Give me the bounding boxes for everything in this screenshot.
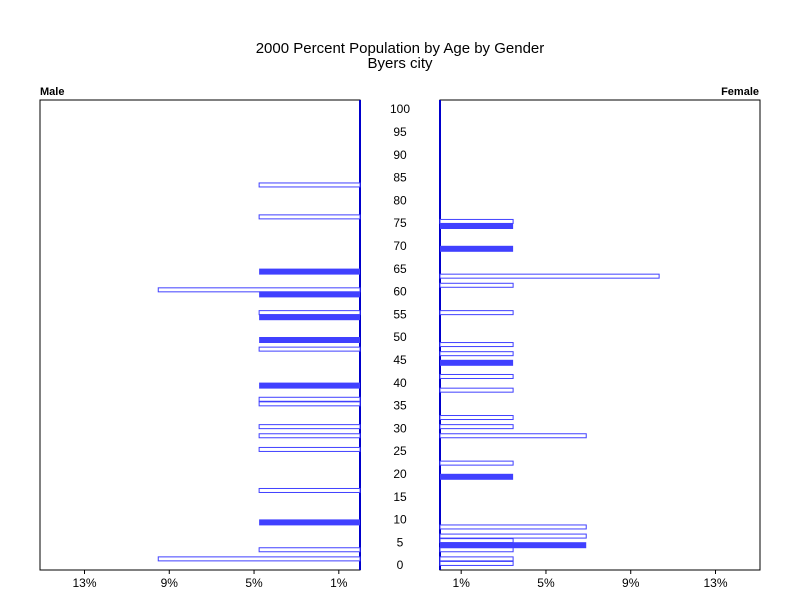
bar [259, 314, 360, 321]
x-tick-label: 1% [330, 576, 348, 590]
bar [258, 401, 361, 407]
age-tick-label: 45 [393, 353, 407, 367]
age-tick-label: 90 [393, 148, 407, 162]
x-tick-label: 13% [72, 576, 96, 590]
age-tick-label: 0 [397, 558, 404, 572]
bar [259, 268, 360, 275]
age-tick-label: 65 [393, 262, 407, 276]
bar [259, 291, 360, 298]
male-label: Male [40, 86, 64, 98]
bar [439, 533, 587, 539]
age-tick-label: 80 [393, 193, 407, 207]
x-tick-label: 9% [622, 576, 640, 590]
bar [259, 337, 360, 343]
bar [440, 542, 587, 549]
age-tick-label: 55 [393, 307, 407, 321]
bar [259, 519, 360, 526]
age-tick-label: 10 [393, 513, 407, 527]
bar [258, 346, 361, 352]
bar [439, 560, 514, 566]
bar [157, 556, 361, 562]
male-panel [39, 99, 361, 571]
bar [439, 342, 514, 348]
bar [258, 433, 361, 439]
bar [439, 415, 514, 421]
age-tick-label: 20 [393, 467, 407, 481]
age-tick-label: 15 [393, 490, 407, 504]
bar [439, 373, 514, 379]
bar [440, 473, 514, 480]
bar [258, 547, 361, 553]
x-tick-label: 5% [537, 576, 555, 590]
bar [439, 556, 514, 562]
bar [439, 460, 514, 466]
bar [439, 547, 514, 553]
chart-subtitle: Byers city [367, 55, 433, 72]
bar [258, 424, 361, 430]
x-tick-label: 5% [245, 576, 263, 590]
age-tick-label: 40 [393, 376, 407, 390]
bar [439, 424, 514, 430]
bar [439, 524, 587, 530]
bar [259, 382, 360, 389]
age-tick-label: 60 [393, 285, 407, 299]
age-tick-label: 85 [393, 171, 407, 185]
age-tick-label: 70 [393, 239, 407, 253]
bar [439, 433, 587, 439]
age-tick-label: 5 [397, 535, 404, 549]
bar [258, 310, 361, 316]
age-tick-label: 25 [393, 444, 407, 458]
bar [258, 182, 361, 188]
bar [439, 282, 514, 288]
bar [439, 273, 660, 279]
chart-title: 2000 Percent Population by Age by Gender [256, 40, 545, 57]
x-tick-label: 9% [161, 576, 179, 590]
bar [258, 214, 361, 220]
bar [258, 487, 361, 493]
bar [157, 287, 361, 293]
female-panel [439, 99, 761, 571]
bar [439, 351, 514, 357]
age-tick-label: 75 [393, 216, 407, 230]
age-tick-label: 100 [390, 102, 410, 116]
bar [440, 359, 514, 366]
female-label: Female [721, 86, 759, 98]
age-tick-label: 35 [393, 399, 407, 413]
bar [258, 446, 361, 452]
x-tick-label: 1% [453, 576, 471, 590]
bar [440, 245, 514, 252]
age-tick-label: 30 [393, 421, 407, 435]
x-tick-label: 13% [703, 576, 727, 590]
bar [439, 387, 514, 393]
age-tick-label: 50 [393, 330, 407, 344]
age-tick-label: 95 [393, 125, 407, 139]
bar [440, 223, 514, 229]
bar [439, 310, 514, 316]
bar [258, 396, 361, 402]
bar [439, 538, 514, 544]
bar [439, 218, 514, 224]
